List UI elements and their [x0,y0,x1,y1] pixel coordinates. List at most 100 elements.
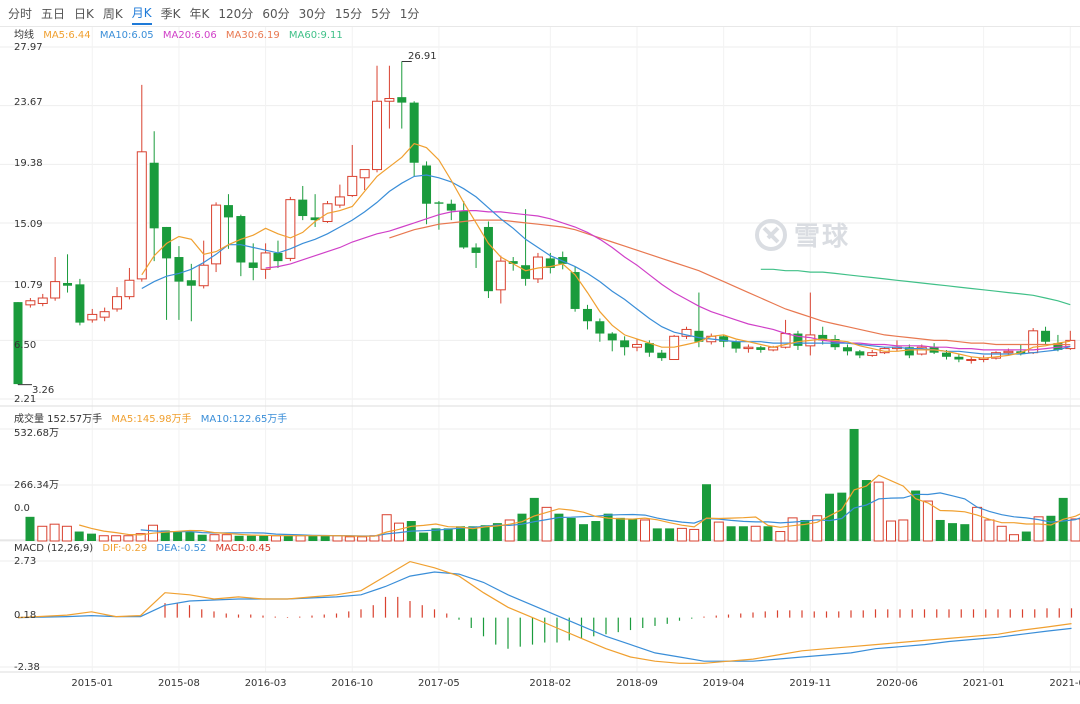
volume-bar [898,519,909,542]
candle-body [409,102,419,163]
candle-body [397,97,407,103]
volume-bar [492,523,502,541]
tab-1[interactable]: 五日 [41,6,66,21]
candle-body [285,199,296,259]
volume-bar [726,526,736,541]
volume-bar [812,515,823,542]
volume-bar [922,500,933,542]
volume-bar [480,525,490,541]
tab-12[interactable]: 1分 [399,6,420,21]
volume-bar [984,519,995,542]
price-tick-label: 27.97 [14,42,43,53]
ma20-legend: MA20:6.06 [162,30,217,41]
volume-bar [344,536,355,542]
volume-bar [541,506,552,542]
tab-2[interactable]: 日K [74,6,94,21]
ma5-line [141,142,1071,359]
price-tick-label: 10.79 [14,280,43,291]
tab-0[interactable]: 分时 [8,6,33,21]
volume-bar [628,518,638,541]
tab-6[interactable]: 年K [189,6,210,21]
candle-body [545,258,555,268]
tab-5[interactable]: 季K [160,6,181,21]
volume-bar [1070,518,1080,542]
candle-body [743,346,754,350]
candle-body [508,261,518,264]
volume-legend: 成交量 152.57万手 MA5:145.98万手 MA10:122.65万手 [14,410,293,425]
volume-bar [1021,531,1031,541]
volume-bar [443,528,453,541]
volume-bar [960,524,970,541]
volume-bar [849,429,859,541]
volume-bar [456,526,465,541]
candle-body [607,333,617,341]
volume-bar [468,526,478,541]
volume-bar [74,531,84,541]
volume-bar [886,520,896,542]
volume-bar [529,497,539,541]
candle-body [471,247,481,253]
volume-bar [591,521,601,541]
dif-line [17,560,1072,664]
candle-body [13,302,23,385]
volume-bar [763,526,773,541]
ma-legend-label: 均线 [14,30,34,41]
candle-body [669,335,680,361]
dea-legend: DEA:-0.52 [156,543,207,554]
x-tick-label: 2018-02 [529,678,572,689]
tab-8[interactable]: 60分 [262,6,290,21]
candle-body [174,257,184,282]
candle-body [867,352,878,356]
candle-body [719,336,729,342]
price-tick-label: 15.09 [14,219,43,230]
price-legend: 均线 MA5:6.44 MA10:6.05 MA20:6.06 MA30:6.1… [14,26,349,41]
volume-bar [61,525,72,542]
tab-3[interactable]: 周K [102,6,123,21]
candle-body [136,151,147,280]
candle-body [842,347,852,352]
candle-body [1053,343,1063,350]
candle-body [620,340,630,348]
candle-body [681,328,692,337]
candle-body [223,205,233,218]
tabs-divider [0,26,1080,27]
candle-body [310,217,320,221]
candle-body [1003,350,1014,354]
tab-7[interactable]: 120分 [218,6,254,21]
candle-body [1041,330,1051,342]
candle-body [359,169,370,179]
volume-bar [504,519,515,542]
volume-bar [332,535,343,542]
volume-bar [49,523,60,542]
volume-legend-total: 成交量 152.57万手 [14,414,103,425]
x-tick-label: 2016-03 [244,678,287,689]
candle-body [50,281,61,299]
volume-bar [160,530,170,541]
tab-9[interactable]: 30分 [298,6,326,21]
volume-bar [98,535,109,542]
candle-body [595,321,605,334]
candle-body [991,352,1002,359]
ma5-legend: MA5:6.44 [43,30,91,41]
candle-body [298,199,308,217]
volume-bar [37,525,48,542]
x-tick-label: 2018-09 [616,678,658,689]
volume-bar [935,519,945,541]
tab-4[interactable]: 月K [131,2,152,25]
volume-bar [775,531,786,542]
x-tick-label: 2019-11 [789,678,832,689]
tab-11[interactable]: 5分 [371,6,391,21]
candle-body [434,202,444,204]
tab-10[interactable]: 15分 [334,6,363,21]
period-tabs: 分时 五日 日K 周K 月K 季K 年K 120分 60分 30分 15分 5分 1分 [0,0,1080,26]
price-tick-label: 6.50 [14,340,37,351]
volume-bar [825,493,834,541]
candle-body [372,100,383,171]
candle-body [818,334,828,341]
candle-body [37,297,48,304]
volume-bar [640,519,650,542]
volume-bar [320,535,330,541]
candle-body [904,347,914,356]
volume-bar [800,519,810,541]
ma60-line [760,268,1071,306]
